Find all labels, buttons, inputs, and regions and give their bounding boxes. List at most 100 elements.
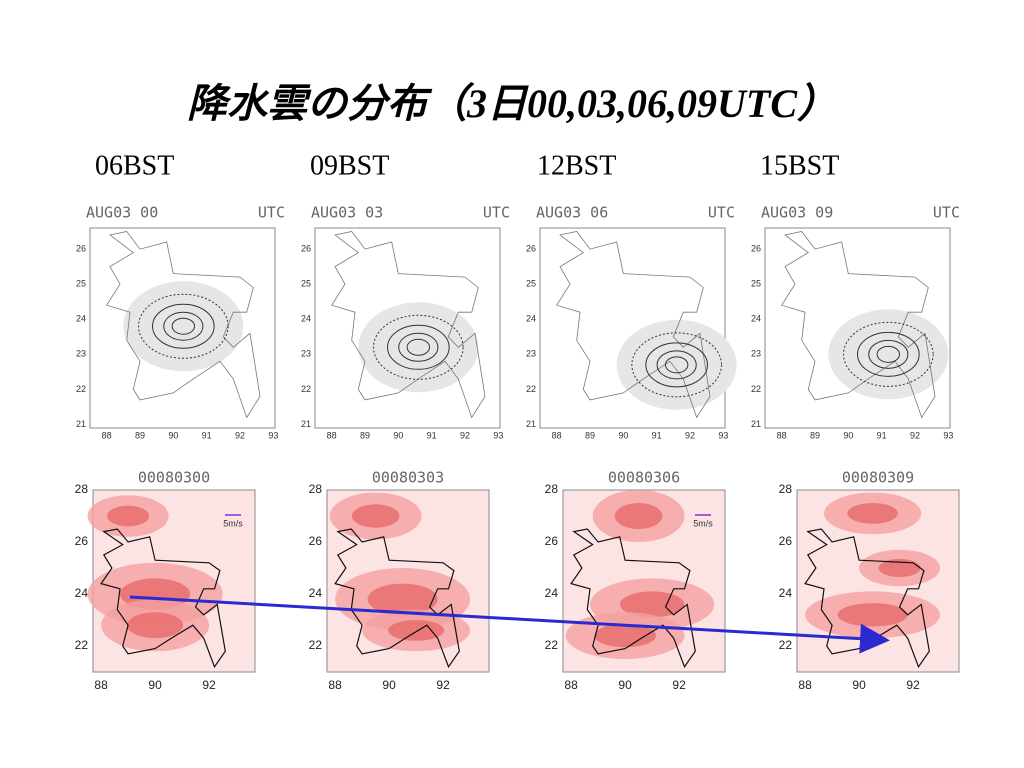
y-tick-label: 25 <box>526 279 536 289</box>
panel-label: 00080300 <box>138 469 210 487</box>
x-tick-label: 90 <box>393 430 403 440</box>
radar-panel: 00080306 5m/s 22 24 26 28 88 90 92 <box>545 469 726 692</box>
country-outline <box>100 528 226 669</box>
x-tick-label: 89 <box>135 430 145 440</box>
y-tick-label: 26 <box>76 243 86 253</box>
x-tick-label: 89 <box>810 430 820 440</box>
contour <box>868 339 909 369</box>
y-tick-label: 22 <box>309 638 323 652</box>
panel-unit: UTC <box>933 204 960 222</box>
panel-unit: UTC <box>708 204 735 222</box>
contour <box>876 345 901 363</box>
y-tick-label: 22 <box>301 384 311 394</box>
panel-label: 00080306 <box>608 469 680 487</box>
rain-shade <box>123 281 244 372</box>
x-tick-label: 93 <box>268 430 278 440</box>
country-outline <box>334 528 460 669</box>
panels: 06BST 09BST 12BST 15BST AUG03 00 UTC 21 22 23 24 2… <box>75 150 960 692</box>
y-tick-label: 26 <box>751 243 761 253</box>
y-tick-label: 25 <box>76 279 86 289</box>
x-tick-label: 91 <box>202 430 212 440</box>
y-tick-label: 22 <box>545 638 559 652</box>
column-label: 15BST <box>760 150 839 181</box>
x-tick-label: 88 <box>327 430 337 440</box>
panel-unit: UTC <box>483 204 510 222</box>
x-tick-label: 90 <box>382 678 396 692</box>
radar-panel: 00080300 5m/s 22 24 26 28 88 90 92 <box>75 469 256 692</box>
x-tick-label: 88 <box>798 678 812 692</box>
country-outline <box>804 528 930 669</box>
contour <box>645 342 708 388</box>
y-tick-label: 21 <box>526 419 536 429</box>
country-outline <box>556 231 711 419</box>
contour <box>138 293 229 359</box>
country-outline <box>106 231 261 419</box>
contour <box>163 311 204 341</box>
y-tick-label: 24 <box>526 314 536 324</box>
country-outline <box>331 231 486 419</box>
x-tick-label: 88 <box>777 430 787 440</box>
y-tick-label: 21 <box>76 419 86 429</box>
radar-panel: 00080309 22 24 26 28 88 90 92 <box>779 469 960 692</box>
y-tick-label: 22 <box>779 638 793 652</box>
panel-label: AUG03 03 <box>311 204 383 222</box>
rain-core <box>619 591 685 618</box>
column-label: 09BST <box>310 150 389 181</box>
movement-arrow <box>129 595 890 654</box>
y-tick-label: 26 <box>309 534 323 548</box>
y-tick-label: 24 <box>779 586 793 600</box>
column-label: 12BST <box>537 150 616 181</box>
y-tick-label: 23 <box>751 349 761 359</box>
contour <box>631 332 722 398</box>
wind-legend-label: 5m/s <box>223 518 243 528</box>
x-tick-label: 90 <box>618 678 632 692</box>
rain-core <box>367 583 438 615</box>
y-tick-label: 26 <box>526 243 536 253</box>
rain-shade <box>828 309 949 400</box>
panel-label: AUG03 00 <box>86 204 158 222</box>
x-tick-label: 92 <box>460 430 470 440</box>
contour <box>373 314 464 380</box>
x-tick-label: 92 <box>906 678 920 692</box>
y-tick-label: 23 <box>76 349 86 359</box>
y-tick-label: 23 <box>526 349 536 359</box>
y-tick-label: 22 <box>75 638 89 652</box>
x-tick-label: 92 <box>910 430 920 440</box>
x-tick-label: 91 <box>877 430 887 440</box>
x-tick-label: 90 <box>168 430 178 440</box>
y-tick-label: 24 <box>301 314 311 324</box>
x-tick-label: 92 <box>685 430 695 440</box>
y-tick-label: 28 <box>75 482 89 496</box>
y-tick-label: 23 <box>301 349 311 359</box>
y-tick-label: 22 <box>751 384 761 394</box>
y-tick-label: 25 <box>751 279 761 289</box>
rain-core <box>594 623 656 648</box>
contour <box>398 332 439 362</box>
y-tick-label: 26 <box>545 534 559 548</box>
x-tick-label: 90 <box>852 678 866 692</box>
country-outline <box>570 528 696 669</box>
y-tick-label: 26 <box>301 243 311 253</box>
x-tick-label: 92 <box>235 430 245 440</box>
column-label: 06BST <box>95 150 174 181</box>
y-tick-label: 28 <box>309 482 323 496</box>
y-tick-label: 24 <box>751 314 761 324</box>
rain-core <box>351 504 400 528</box>
panel-label: AUG03 06 <box>536 204 608 222</box>
x-tick-label: 90 <box>843 430 853 440</box>
x-tick-label: 92 <box>672 678 686 692</box>
contour-panel: AUG03 03 UTC 21 22 23 24 25 26 88 89 90 91 92 93 <box>301 204 510 441</box>
y-tick-label: 28 <box>779 482 793 496</box>
x-tick-label: 92 <box>436 678 450 692</box>
contour <box>406 338 431 356</box>
rain-core <box>847 503 898 524</box>
rain-core <box>837 603 908 627</box>
x-tick-label: 90 <box>618 430 628 440</box>
contour <box>664 356 689 374</box>
x-tick-label: 88 <box>328 678 342 692</box>
slide-title: 降水雲の分布（3日00,03,06,09UTC） <box>187 81 837 126</box>
x-tick-label: 91 <box>652 430 662 440</box>
contour <box>843 321 934 387</box>
contour <box>857 331 920 377</box>
